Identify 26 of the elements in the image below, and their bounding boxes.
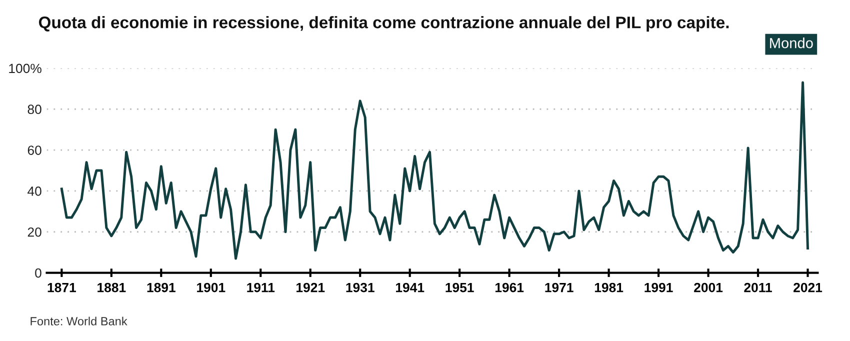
x-tick-label: 2021 (794, 282, 822, 292)
y-tick-label: 20 (28, 227, 42, 237)
x-tick-label: 1961 (495, 282, 524, 292)
source-note: Fonte: World Bank (30, 316, 128, 326)
x-tick-label: 1891 (147, 282, 176, 292)
x-tick-label: 1911 (247, 282, 275, 292)
line-series (60, 81, 809, 260)
x-tick-label: 1971 (545, 282, 574, 292)
x-tick-label: 1921 (296, 282, 325, 292)
x-tick-label: 1981 (594, 282, 624, 292)
x-tick-label: 2011 (744, 282, 772, 292)
y-tick-label: 100% (9, 64, 42, 74)
x-tick-label: 1941 (396, 282, 424, 292)
y-tick-label: 60 (28, 146, 42, 155)
x-tick-label: 2001 (694, 282, 723, 292)
y-tick-label: 0 (35, 268, 42, 278)
x-tick-label: 1951 (446, 282, 474, 292)
x-tick-label: 1991 (644, 282, 673, 292)
x-tick-label: 1871 (48, 282, 76, 292)
y-tick-label: 40 (28, 186, 42, 196)
x-tick-label: 1881 (98, 282, 126, 292)
x-tick-label: 1931 (346, 282, 374, 292)
chart-title: Quota di economie in recessione, definita come contrazione annuale del PIL pro capite. (38, 16, 729, 32)
text: Mondo (770, 38, 813, 48)
y-tick-label: 80 (28, 104, 42, 114)
x-tick-label: 1901 (197, 282, 226, 292)
